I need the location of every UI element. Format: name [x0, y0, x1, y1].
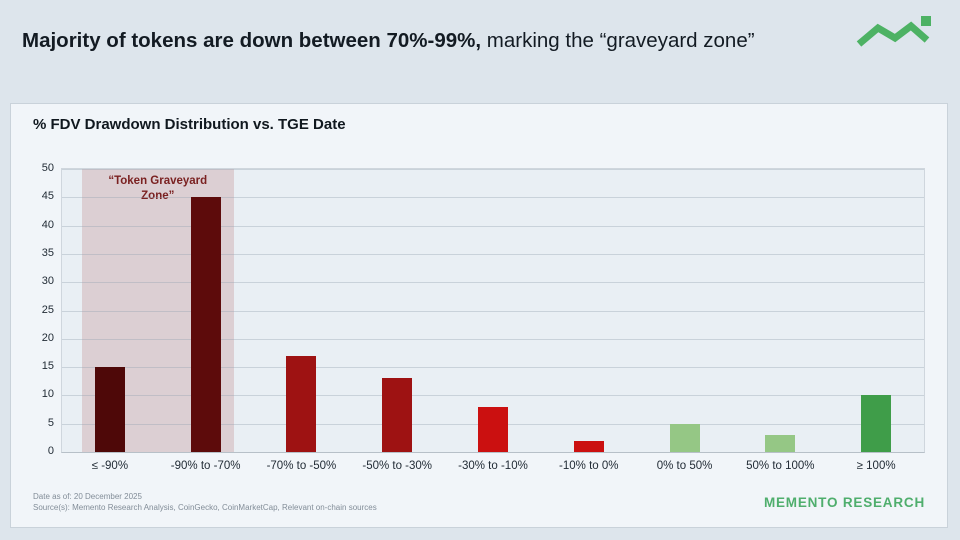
gridline	[62, 197, 924, 199]
memento-logo-icon	[856, 16, 931, 47]
x-category-label: 0% to 50%	[656, 460, 713, 472]
gridline	[62, 310, 924, 312]
bar-5	[478, 406, 508, 452]
bar-6	[573, 440, 604, 452]
bar-9	[861, 395, 892, 452]
x-category-label: ≥ 100%	[856, 460, 896, 472]
bar-3	[286, 355, 317, 452]
footer-notes: Date as of: 20 December 2025 Source(s): …	[33, 491, 377, 513]
gridline	[62, 253, 924, 255]
date-asof-text: Date as of: 20 December 2025	[33, 492, 142, 501]
bar-4	[382, 378, 413, 452]
x-category-label: -50% to -30%	[362, 460, 433, 472]
slide-title-emphasis: Majority of tokens are down between 70%-…	[22, 29, 482, 52]
gridline	[62, 225, 924, 227]
y-tick-label: 35	[41, 246, 54, 259]
chart-card: % FDV Drawdown Distribution vs. TGE Date…	[10, 103, 948, 528]
token-graveyard-zone-label: “Token Graveyard Zone”	[108, 175, 208, 202]
gridline	[62, 282, 924, 284]
sources-text: Source(s): Memento Research Analysis, Co…	[33, 503, 377, 512]
y-tick-label: 15	[41, 360, 54, 373]
y-tick-label: 0	[47, 445, 54, 457]
x-category-label: -30% to -10%	[458, 460, 528, 472]
y-tick-label: 45	[41, 190, 54, 203]
plot-area: “Token Graveyard Zone” 0 5 10 15 20 25 30 35 40 45…	[42, 162, 925, 472]
bar-7	[669, 423, 700, 452]
y-tick-label: 10	[41, 388, 54, 401]
x-category-label: ≤ -90%	[91, 460, 129, 472]
bar-8	[765, 435, 796, 452]
y-tick-label: 25	[41, 303, 54, 316]
y-tick-label: 20	[41, 331, 54, 344]
x-category-label: 50% to 100%	[746, 460, 815, 472]
slide-title-rest: marking the “graveyard zone”	[481, 29, 755, 52]
gridline	[62, 367, 924, 369]
gridline	[62, 338, 924, 340]
bar-1	[94, 367, 125, 452]
y-tick-label: 50	[41, 162, 54, 174]
y-tick-label: 40	[41, 218, 54, 231]
gridline	[62, 169, 924, 170]
slide-title: Majority of tokens are down between 70%-…	[22, 26, 822, 56]
chart-title: % FDV Drawdown Distribution vs. TGE Date	[33, 116, 346, 133]
y-tick-label: 5	[47, 416, 54, 429]
memento-research-wordmark: MEMENTO RESEARCH	[763, 495, 925, 510]
x-category-label: -10% to 0%	[559, 460, 619, 472]
x-category-label: -70% to -50%	[266, 460, 337, 472]
gridline	[62, 395, 924, 397]
bar-2	[190, 197, 221, 452]
x-category-label: -90% to -70%	[170, 460, 241, 472]
y-tick-label: 30	[41, 275, 54, 288]
